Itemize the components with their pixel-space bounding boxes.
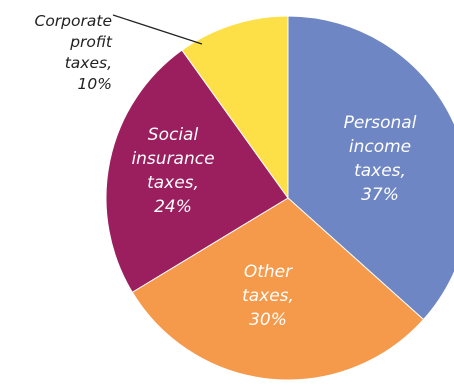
slice-label-line: profit	[69, 33, 113, 51]
slice-label-line: Social	[148, 125, 199, 145]
slice-label-social-insurance: Social insurance taxes, 24%	[131, 125, 214, 217]
slice-other	[131, 197, 425, 381]
slice-label-personal-income: Personal income taxes, 37%	[344, 113, 417, 205]
slice-label-line: Other	[244, 262, 293, 282]
slice-label-corporate-profit: Corporate profit taxes, 10%	[35, 12, 113, 93]
slice-labels: Personal income taxes, 37% Other taxes, 30% Soc…	[35, 12, 417, 330]
slice-label-line: 10%	[78, 75, 112, 93]
slice-label-other: Other taxes, 30%	[242, 262, 294, 330]
slice-label-line: insurance	[131, 149, 214, 169]
slice-label-line: Corporate	[35, 12, 113, 30]
slice-label-line: income	[349, 137, 411, 157]
slice-label-line: Personal	[344, 113, 417, 133]
slice-label-line: taxes,	[242, 286, 294, 306]
slice-corporate-profit	[181, 15, 289, 200]
slice-label-line: 37%	[361, 185, 399, 205]
pie-slices	[105, 15, 454, 381]
slice-label-line: 30%	[249, 310, 287, 330]
slice-social-insurance	[105, 49, 289, 293]
corporate-leader-line	[112, 14, 203, 45]
slice-label-line: taxes,	[65, 54, 112, 72]
slice-label-line: taxes,	[147, 173, 199, 193]
slice-label-line: taxes,	[354, 161, 406, 181]
slice-label-line: 24%	[154, 197, 192, 217]
